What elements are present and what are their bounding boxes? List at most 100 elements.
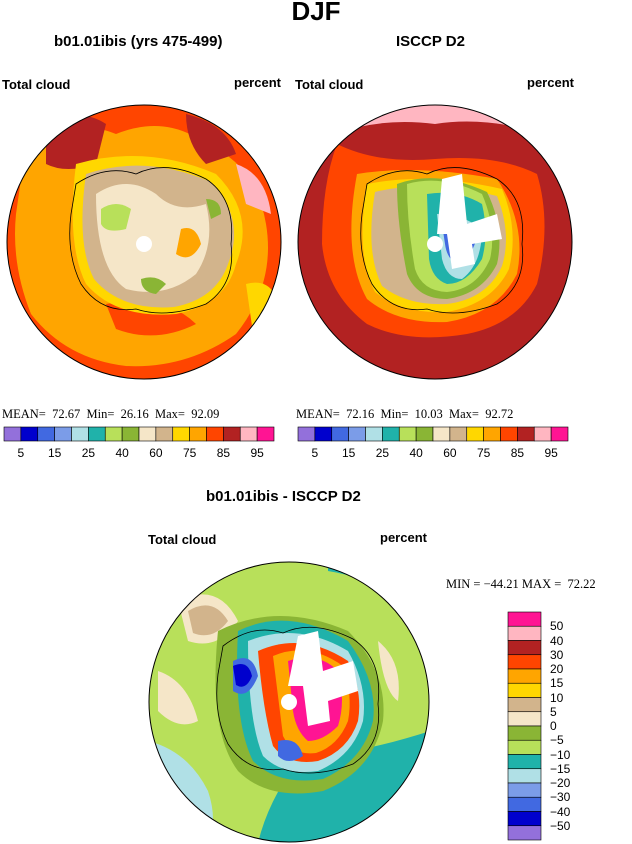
colorbar-swatch — [507, 825, 542, 841]
left-units-label: percent — [234, 75, 281, 90]
colorbar-swatch — [20, 426, 39, 442]
colorbar-swatch — [507, 697, 542, 713]
colorbar-swatch — [550, 426, 569, 442]
colorbar-level-label: 40 — [550, 633, 564, 648]
colorbar-level-label: −30 — [550, 790, 571, 805]
colorbar-tick-label: 15 — [341, 446, 356, 460]
left-min-label: Min= — [86, 407, 115, 421]
right-mean-value: 72.16 — [346, 407, 375, 421]
colorbar-level-label: 0 — [550, 719, 557, 733]
colorbar-swatch — [449, 426, 468, 442]
colorbar-swatch — [507, 811, 542, 827]
colorbar-swatch — [348, 426, 366, 442]
colorbar-tick-label: 95 — [544, 446, 558, 460]
colorbar-tick-label: 60 — [443, 446, 457, 460]
colorbar-swatch — [37, 426, 55, 442]
diff-max-value: 72.22 — [567, 577, 596, 591]
colorbar-swatch — [483, 426, 501, 442]
colorbar-swatch — [507, 754, 542, 770]
left-mean-value: 72.67 — [52, 407, 81, 421]
colorbar-swatch — [88, 426, 106, 442]
colorbar-swatch — [533, 426, 552, 442]
diff-min-label: MIN = — [446, 577, 481, 591]
colorbar-swatch — [314, 426, 333, 442]
colorbar-swatch — [331, 426, 349, 442]
colorbar-swatch — [507, 654, 542, 670]
colorbar-swatch — [155, 426, 174, 442]
diff-stats: MIN = −44.21 MAX = 72.22 — [446, 577, 596, 592]
colorbar-swatch — [432, 426, 451, 442]
right-min-label: Min= — [380, 407, 409, 421]
colorbar-tick-label: 25 — [81, 446, 96, 460]
colorbar-tick-label: 85 — [216, 446, 231, 460]
left-colorbar — [3, 426, 275, 442]
colorbar-swatch — [3, 426, 22, 442]
diff-colorbar-labels: 50 40 30 20 15 10 5 0 −5 −10 −15 −20 −30 −40 −50 — [550, 612, 590, 840]
diff-colorbar — [507, 611, 542, 841]
colorbar-level-label: −15 — [550, 761, 571, 776]
left-stats: MEAN= 72.67 Min= 26.16 Max= 92.09 — [2, 407, 219, 422]
colorbar-level-label: −10 — [550, 747, 571, 762]
colorbar-level-label: 20 — [550, 662, 564, 676]
colorbar-swatch — [138, 426, 157, 442]
left-max-value: 92.09 — [191, 407, 220, 421]
right-variable-label: Total cloud — [295, 77, 364, 92]
right-panel-title: ISCCP D2 — [396, 33, 465, 50]
right-polar-map — [297, 104, 573, 380]
colorbar-tick-label: 60 — [149, 446, 163, 460]
left-colorbar-ticks: 5 15 25 40 60 75 85 95 — [4, 446, 280, 462]
colorbar-tick-label: 5 — [17, 446, 25, 460]
colorbar-swatch — [507, 640, 542, 656]
right-max-label: Max= — [449, 407, 479, 421]
colorbar-swatch — [172, 426, 190, 442]
right-mean-label: MEAN= — [296, 407, 340, 421]
colorbar-swatch — [507, 668, 542, 684]
colorbar-tick-label: 40 — [409, 446, 423, 460]
colorbar-swatch — [507, 711, 542, 727]
colorbar-swatch — [365, 426, 383, 442]
colorbar-tick-label: 15 — [47, 446, 62, 460]
colorbar-swatch — [297, 426, 316, 442]
right-colorbar — [297, 426, 569, 442]
right-colorbar-ticks: 5 15 25 40 60 75 85 95 — [298, 446, 574, 462]
diff-units-label: percent — [380, 530, 427, 545]
right-max-value: 92.72 — [485, 407, 514, 421]
colorbar-swatch — [507, 625, 542, 641]
colorbar-level-label: 10 — [550, 690, 564, 705]
colorbar-swatch — [507, 739, 542, 755]
left-min-value: 26.16 — [120, 407, 149, 421]
colorbar-swatch — [121, 426, 140, 442]
colorbar-swatch — [507, 782, 542, 798]
colorbar-tick-label: 75 — [182, 446, 197, 460]
colorbar-level-label: −40 — [550, 804, 571, 819]
colorbar-swatch — [517, 426, 535, 442]
left-max-label: Max= — [155, 407, 185, 421]
colorbar-tick-label: 75 — [476, 446, 491, 460]
figure-title: DJF — [291, 0, 341, 26]
right-stats: MEAN= 72.16 Min= 10.03 Max= 92.72 — [296, 407, 513, 422]
colorbar-swatch — [382, 426, 400, 442]
diff-panel-title: b01.01ibis - ISCCP D2 — [206, 488, 361, 505]
colorbar-swatch — [415, 426, 434, 442]
colorbar-level-label: −50 — [550, 818, 571, 833]
diff-min-value: −44.21 — [483, 577, 519, 591]
colorbar-tick-label: 85 — [510, 446, 525, 460]
colorbar-level-label: 50 — [550, 619, 564, 634]
colorbar-swatch — [256, 426, 275, 442]
colorbar-swatch — [223, 426, 241, 442]
diff-variable-label: Total cloud — [148, 532, 217, 547]
colorbar-swatch — [507, 682, 542, 698]
colorbar-swatch — [507, 796, 542, 812]
colorbar-tick-label: 25 — [375, 446, 390, 460]
left-variable-label: Total cloud — [2, 77, 71, 92]
colorbar-swatch — [500, 426, 518, 442]
colorbar-tick-label: 40 — [115, 446, 129, 460]
right-units-label: percent — [527, 75, 574, 90]
colorbar-swatch — [54, 426, 72, 442]
colorbar-swatch — [189, 426, 207, 442]
colorbar-level-label: −20 — [550, 776, 571, 790]
right-min-value: 10.03 — [414, 407, 443, 421]
left-mean-label: MEAN= — [2, 407, 46, 421]
colorbar-level-label: 15 — [550, 676, 564, 691]
colorbar-swatch — [507, 725, 542, 741]
